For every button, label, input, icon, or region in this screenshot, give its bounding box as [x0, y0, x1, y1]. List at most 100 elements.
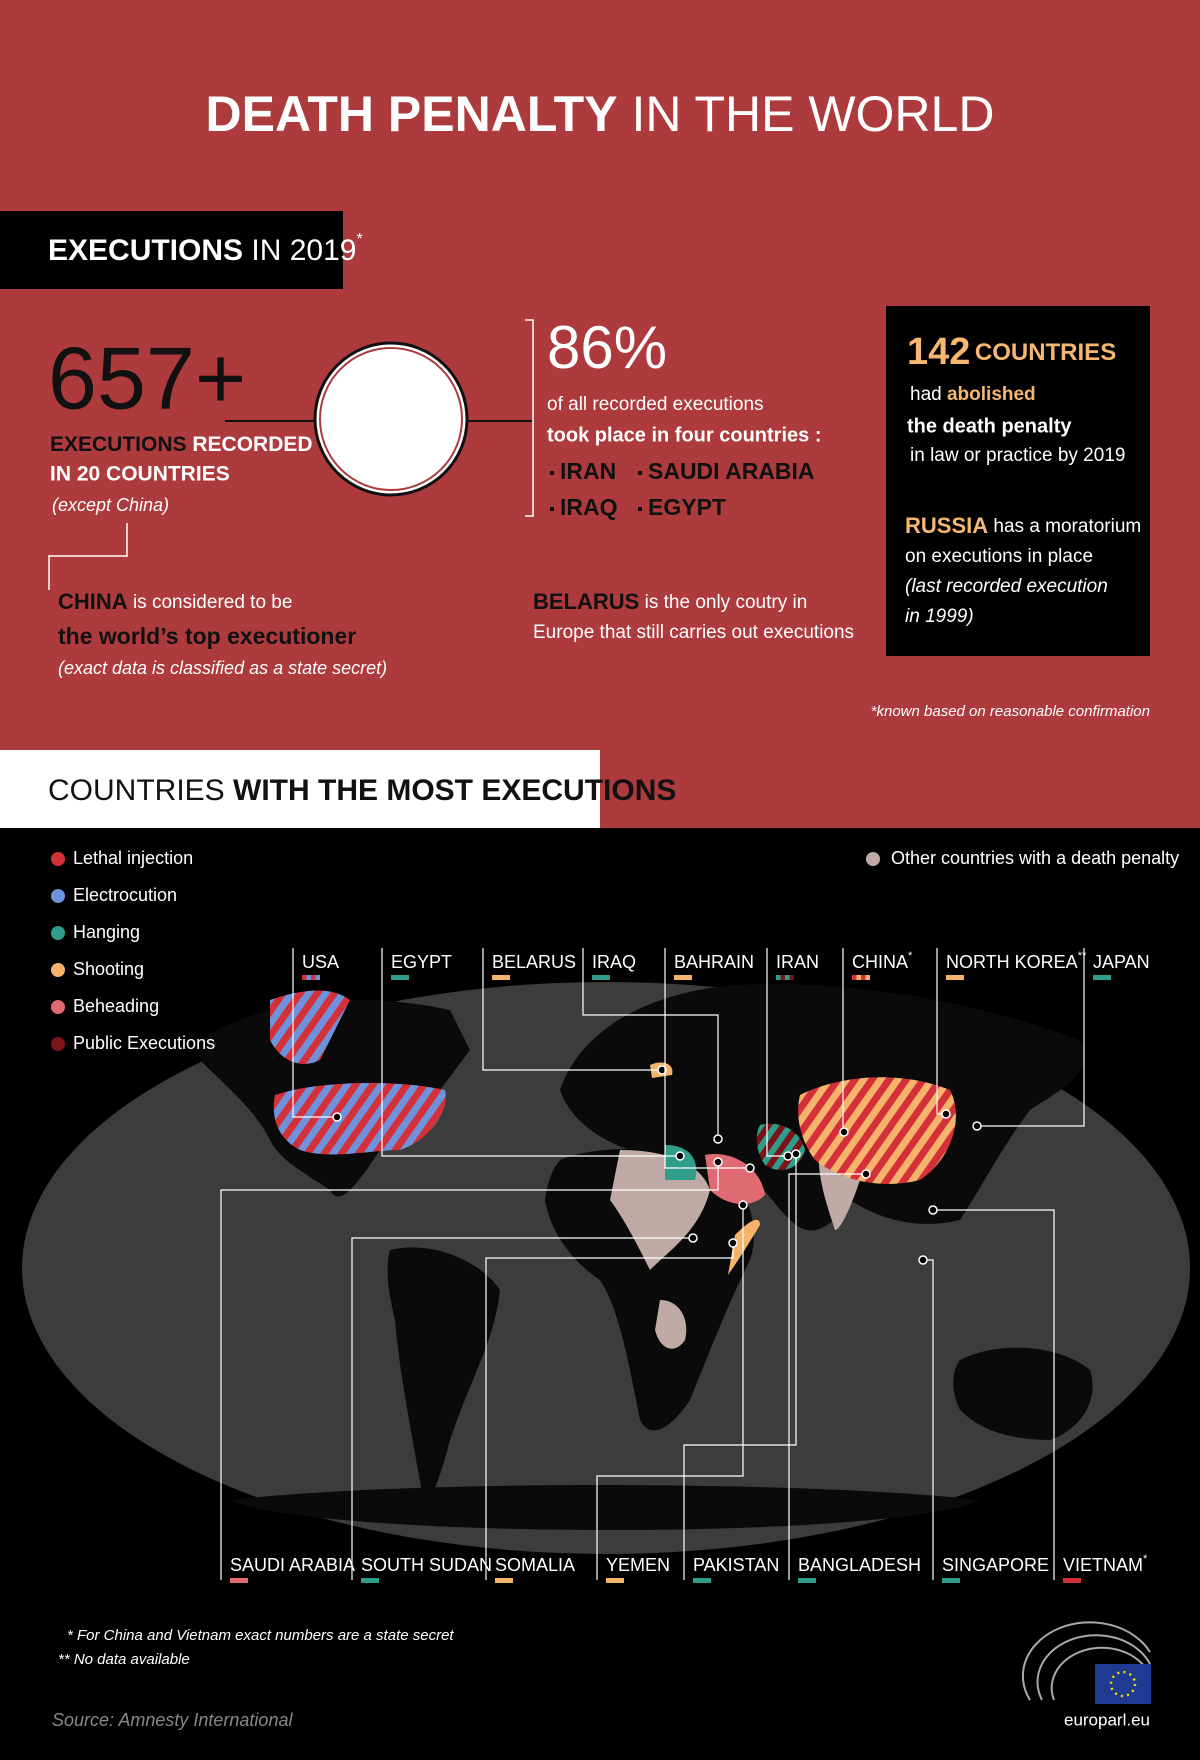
connector — [788, 1173, 866, 1580]
country-name: BAHRAIN — [674, 952, 754, 972]
method-bar — [789, 975, 794, 980]
country-dot — [675, 1151, 685, 1161]
bullet — [638, 471, 642, 475]
country-name: EGYPT — [391, 952, 452, 972]
share-number: 86% — [547, 314, 667, 381]
connector — [683, 1154, 797, 1580]
connector — [351, 1237, 693, 1580]
somalia-shape — [728, 1219, 760, 1275]
eu-stars — [1109, 1670, 1137, 1698]
title: DEATH PENALTY IN THE WORLD — [206, 86, 995, 142]
connector — [766, 948, 788, 1157]
method-bar — [615, 1578, 620, 1583]
method-bar — [1097, 975, 1102, 980]
logo-arc — [1021, 1621, 1151, 1701]
method-bar — [501, 975, 506, 980]
method-bar — [508, 1578, 513, 1583]
recorded-line2: IN 20 COUNTRIES — [50, 463, 230, 486]
country-list: IRAN SAUDI ARABIA IRAQ EGYPT — [550, 458, 815, 520]
country-label: EGYPT — [391, 952, 452, 972]
country-dot — [745, 1163, 755, 1173]
method-bar — [606, 1578, 611, 1583]
method-bar — [950, 975, 955, 980]
method-bar — [955, 975, 960, 980]
method-bar — [230, 1578, 235, 1583]
method-bar — [856, 975, 861, 980]
method-bar — [395, 975, 400, 980]
abolished: abolished — [947, 384, 1036, 405]
country-label: PAKISTAN — [693, 1555, 779, 1575]
country-name: IRAN — [776, 952, 819, 972]
method-bar — [942, 1578, 947, 1583]
method-bar — [234, 1578, 239, 1583]
bracket — [48, 523, 128, 590]
legend-label: Lethal injection — [73, 848, 193, 868]
connector — [482, 948, 662, 1071]
method-bar — [697, 1578, 702, 1583]
recorded-bold: EXECUTIONS — [50, 433, 187, 456]
ep-logo — [1021, 1621, 1151, 1704]
africa — [545, 1149, 754, 1431]
method-bar — [1067, 1578, 1072, 1583]
source: Source: Amnesty International — [52, 1710, 293, 1730]
china-line1: CHINA is considered to be — [58, 589, 292, 614]
country-dot — [839, 1127, 849, 1137]
egypt-shape — [665, 1145, 697, 1180]
country-dot — [791, 1149, 801, 1159]
legend-label: Shooting — [73, 959, 144, 979]
method-bar — [776, 975, 781, 980]
antarctica — [230, 1485, 980, 1530]
method-bar — [404, 975, 409, 980]
recorded-note: (except China) — [52, 495, 169, 515]
method-bar — [785, 975, 790, 980]
heading-light: IN 2019 — [251, 234, 356, 267]
bracket — [525, 319, 534, 517]
russia-note1: (last recorded execution — [905, 576, 1108, 597]
eu-flag — [1095, 1664, 1151, 1704]
recorded-rest: RECORDED — [192, 433, 312, 456]
country-label: YEMEN — [606, 1555, 670, 1575]
had: had — [910, 384, 942, 405]
country-dot — [941, 1109, 951, 1119]
country-name: SAUDI ARABIA — [230, 1555, 355, 1575]
footnote: ** No data available — [58, 1651, 190, 1668]
country-name: IRAQ — [592, 952, 636, 972]
country-label: IRAN — [776, 952, 819, 972]
country-label: USA — [302, 952, 339, 972]
method-bar — [1076, 1578, 1081, 1583]
section-heading: EXECUTIONS IN 2019* — [48, 231, 363, 267]
abolition-rest: in law or practice by 2019 — [910, 445, 1125, 466]
belarus-line1: BELARUS is the only coutry in — [533, 589, 807, 614]
country-name: NORTH KOREA — [946, 952, 1078, 972]
country-sup: ** — [1078, 950, 1087, 962]
method-bar — [807, 1578, 812, 1583]
usa-shape — [273, 1083, 446, 1155]
china-text: is considered to be — [133, 592, 293, 613]
method-bar — [592, 975, 597, 980]
method-bar — [302, 975, 307, 980]
method-bar — [687, 975, 692, 980]
site: europarl.eu — [1064, 1710, 1150, 1729]
country-sup: * — [1143, 1553, 1148, 1565]
legend-label: Public Executions — [73, 1033, 215, 1053]
connector — [381, 948, 680, 1157]
footnote: *known based on reasonable confirmation — [871, 703, 1150, 720]
country-dot — [713, 1157, 723, 1167]
russia-line2: on executions in place — [905, 546, 1093, 567]
method-bar — [306, 975, 311, 980]
south-america — [387, 1247, 500, 1510]
big-number: 657+ — [48, 328, 246, 427]
method-bar — [1072, 1578, 1077, 1583]
country-dot — [972, 1121, 982, 1131]
method-bar — [946, 975, 951, 980]
method-bar — [505, 975, 510, 980]
country-label: BAHRAIN — [674, 952, 754, 972]
russia-name: RUSSIA — [905, 513, 988, 538]
share-line2: took place in four countries : — [547, 424, 821, 446]
method-bar — [504, 1578, 509, 1583]
country-label: BELARUS — [492, 952, 576, 972]
method-bar — [495, 1578, 500, 1583]
method-bar — [1093, 975, 1098, 980]
country-label: JAPAN — [1093, 952, 1150, 972]
